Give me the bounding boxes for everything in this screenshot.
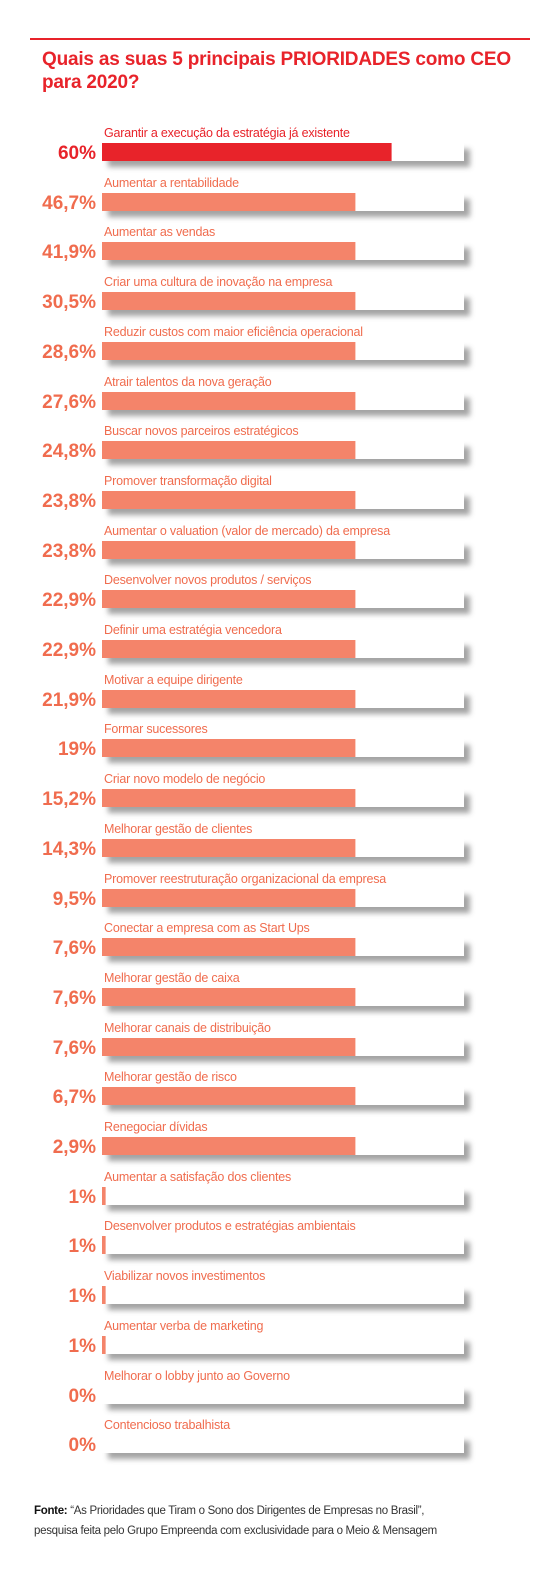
bar [102, 1286, 106, 1304]
value-label: 46,7% [42, 193, 96, 214]
bar [102, 889, 356, 907]
bar [102, 541, 356, 559]
bar [102, 640, 356, 658]
bar [102, 292, 356, 310]
bar [102, 739, 356, 757]
category-label: Garantir a execução da estratégia já exi… [104, 126, 350, 140]
category-label: Viabilizar novos investimentos [104, 1269, 265, 1283]
value-label: 7,6% [53, 988, 96, 1009]
category-label: Melhorar canais de distribuição [104, 1021, 271, 1035]
category-label: Definir uma estratégia vencedora [104, 623, 282, 637]
value-label: 0% [69, 1435, 97, 1456]
value-label: 1% [69, 1336, 97, 1357]
category-label: Aumentar a satisfação dos clientes [104, 1170, 291, 1184]
value-label: 9,5% [53, 889, 96, 910]
category-label: Melhorar gestão de clientes [104, 822, 252, 836]
category-label: Desenvolver novos produtos / serviços [104, 573, 311, 587]
bar [102, 590, 356, 608]
bar [102, 938, 356, 956]
category-label: Aumentar as vendas [104, 225, 215, 239]
category-label: Promover reestruturação organizacional d… [104, 872, 386, 886]
category-label: Desenvolver produtos e estratégias ambie… [104, 1219, 356, 1233]
category-label: Melhorar o lobby junto ao Governo [104, 1369, 290, 1383]
bar-track [102, 1286, 464, 1304]
value-label: 60% [58, 143, 96, 164]
value-label: 1% [69, 1236, 97, 1257]
bar [102, 1236, 106, 1254]
value-label: 7,6% [53, 938, 96, 959]
category-label: Aumentar o valuation (valor de mercado) … [104, 524, 390, 538]
value-label: 24,8% [42, 441, 96, 462]
value-label: 1% [69, 1187, 97, 1208]
value-label: 30,5% [42, 292, 96, 313]
value-label: 21,9% [42, 690, 96, 711]
bar-track [102, 1435, 464, 1453]
bar-track [102, 1236, 464, 1254]
bar-track [102, 1336, 464, 1354]
category-label: Aumentar a rentabilidade [104, 176, 239, 190]
bar-chart: Garantir a execução da estratégia já exi… [42, 126, 470, 1459]
bar [102, 1336, 106, 1354]
bar [102, 242, 356, 260]
source-text-line2: pesquisa feita pelo Grupo Empreenda com … [34, 1525, 437, 1537]
source-note: Fonte: “As Prioridades que Tiram o Sono … [34, 1501, 534, 1541]
bar [102, 789, 356, 807]
bar [102, 193, 356, 211]
bar [102, 1137, 356, 1155]
bar-track [102, 1386, 464, 1404]
bar [102, 491, 356, 509]
category-label: Contencioso trabalhista [104, 1418, 230, 1432]
bar [102, 143, 392, 161]
category-label: Reduzir custos com maior eficiência oper… [104, 325, 363, 339]
category-label: Melhorar gestão de caixa [104, 971, 240, 985]
value-label: 23,8% [42, 491, 96, 512]
value-label: 22,9% [42, 590, 96, 611]
bar-track [102, 1187, 464, 1205]
category-label: Criar novo modelo de negócio [104, 772, 265, 786]
bar [102, 392, 356, 410]
bar [102, 988, 356, 1006]
category-label: Aumentar verba de marketing [104, 1319, 264, 1333]
value-label: 14,3% [42, 839, 96, 860]
value-label: 1% [69, 1286, 97, 1307]
bar [102, 839, 356, 857]
value-label: 27,6% [42, 392, 96, 413]
value-label: 28,6% [42, 342, 96, 363]
category-label: Buscar novos parceiros estratégicos [104, 424, 298, 438]
value-label: 41,9% [42, 242, 96, 263]
bar [102, 342, 356, 360]
value-label: 7,6% [53, 1038, 96, 1059]
chart-title: Quais as suas 5 principais PRIORIDADES c… [42, 49, 511, 93]
source-text: “As Prioridades que Tiram o Sono dos Dir… [67, 1505, 425, 1517]
value-label: 23,8% [42, 541, 96, 562]
top-rule [30, 38, 530, 40]
bar [102, 1087, 356, 1105]
bar [102, 441, 356, 459]
category-label: Conectar a empresa com as Start Ups [104, 921, 310, 935]
value-label: 22,9% [42, 640, 96, 661]
category-label: Promover transformação digital [104, 474, 272, 488]
value-label: 2,9% [53, 1137, 96, 1158]
source-label: Fonte: [34, 1505, 68, 1517]
bar [102, 690, 356, 708]
category-label: Formar sucessores [104, 722, 208, 736]
value-label: 15,2% [42, 789, 96, 810]
bar [102, 1038, 356, 1056]
category-label: Atrair talentos da nova geração [104, 375, 272, 389]
category-label: Melhorar gestão de risco [104, 1070, 237, 1084]
value-label: 6,7% [53, 1087, 96, 1108]
value-label: 0% [69, 1386, 97, 1407]
bar [102, 1187, 106, 1205]
value-label: 19% [58, 739, 96, 760]
category-label: Renegociar dívidas [104, 1120, 207, 1134]
category-label: Motivar a equipe dirigente [104, 673, 243, 687]
category-label: Criar uma cultura de inovação na empresa [104, 275, 332, 289]
